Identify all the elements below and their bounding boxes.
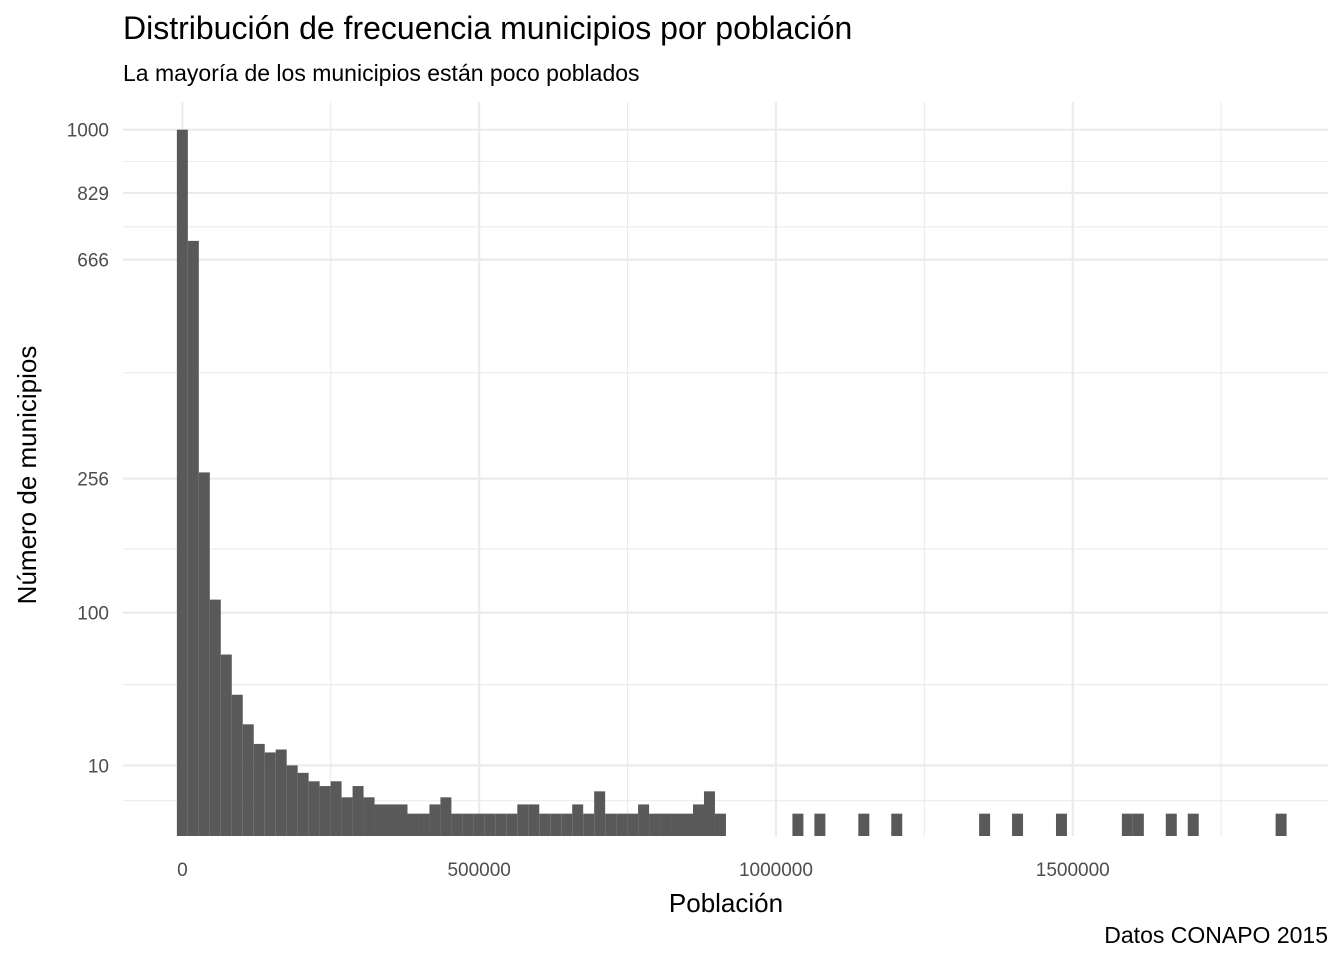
histogram-bar	[253, 743, 265, 836]
histogram-bar	[517, 804, 529, 836]
histogram-bar	[319, 786, 331, 836]
y-axis-title: Número de municipios	[12, 346, 42, 605]
histogram-bar	[703, 791, 715, 836]
major-gridlines	[123, 102, 1328, 836]
histogram-bar	[539, 813, 551, 836]
histogram-bars	[176, 129, 1287, 836]
histogram-bar	[484, 813, 496, 836]
histogram-bar	[209, 599, 221, 836]
histogram-bar	[979, 813, 991, 836]
histogram-bar	[649, 813, 661, 836]
histogram-bar	[473, 813, 485, 836]
histogram-bar	[187, 240, 199, 836]
x-axis-tick-labels: 0 500000 1000000 1500000	[177, 860, 1110, 881]
histogram-bar	[605, 813, 617, 836]
histogram-bar	[1055, 813, 1067, 836]
histogram-bar	[660, 813, 672, 836]
histogram-bar	[792, 813, 804, 836]
histogram-bar	[220, 654, 232, 836]
x-tick-label: 500000	[447, 860, 510, 881]
histogram-bar	[231, 694, 243, 836]
histogram-bar	[275, 749, 287, 836]
histogram-bar	[714, 813, 726, 836]
histogram-bar	[1165, 813, 1177, 836]
histogram-bar	[594, 791, 606, 836]
histogram-bar	[671, 813, 683, 836]
x-axis-title: Población	[669, 888, 783, 918]
histogram-bar	[198, 472, 210, 836]
histogram-bar	[407, 813, 419, 836]
chart-caption: Datos CONAPO 2015	[1104, 922, 1328, 948]
histogram-bar	[451, 813, 463, 836]
histogram-bar	[286, 765, 298, 836]
histogram-bar	[462, 813, 474, 836]
y-tick-label: 1000	[67, 121, 109, 142]
x-tick-label: 0	[177, 860, 188, 881]
histogram-bar	[1275, 813, 1287, 836]
histogram-bar	[1121, 813, 1133, 836]
y-tick-label: 256	[77, 470, 109, 491]
y-tick-label: 666	[77, 251, 109, 272]
histogram-bar	[616, 813, 628, 836]
histogram-bar	[330, 781, 342, 836]
histogram-bar	[528, 804, 540, 836]
histogram-bar	[693, 804, 704, 836]
histogram-bar	[495, 813, 507, 836]
histogram-bar	[363, 797, 375, 836]
histogram-bar	[440, 797, 452, 836]
histogram-bar	[627, 813, 639, 836]
y-axis-tick-labels: 10 100 256 666 829 1000	[67, 121, 109, 778]
histogram-bar	[814, 813, 826, 836]
chart-title: Distribución de frecuencia municipios po…	[123, 10, 853, 46]
histogram-bar	[352, 786, 364, 836]
histogram-bar	[561, 813, 573, 836]
chart-subtitle: La mayoría de los municipios están poco …	[123, 60, 640, 86]
y-tick-label: 100	[77, 604, 109, 625]
histogram-bar	[176, 129, 188, 836]
histogram-bar	[308, 781, 320, 836]
histogram-bar	[385, 804, 397, 836]
histogram-bar	[550, 813, 562, 836]
y-tick-label: 829	[77, 184, 109, 205]
histogram-bar	[572, 804, 584, 836]
minor-gridlines	[123, 102, 1328, 836]
histogram-bar	[264, 752, 276, 836]
histogram-bar	[506, 813, 518, 836]
histogram-bar	[396, 804, 408, 836]
histogram-bar	[858, 813, 870, 836]
x-tick-label: 1500000	[1036, 860, 1110, 881]
histogram-bar	[297, 772, 309, 836]
histogram-bar	[418, 813, 430, 836]
histogram-bar	[242, 724, 254, 836]
histogram-bar	[682, 813, 694, 836]
histogram-bar	[891, 813, 903, 836]
histogram-bar	[583, 813, 595, 836]
histogram-bar	[1132, 813, 1144, 836]
histogram-bar	[341, 797, 353, 836]
histogram-bar	[638, 804, 650, 836]
x-tick-label: 1000000	[739, 860, 813, 881]
y-tick-label: 10	[88, 756, 109, 777]
histogram-bar	[1012, 813, 1024, 836]
histogram-bar	[429, 804, 441, 836]
histogram-bar	[374, 804, 386, 836]
histogram-bar	[1187, 813, 1199, 836]
